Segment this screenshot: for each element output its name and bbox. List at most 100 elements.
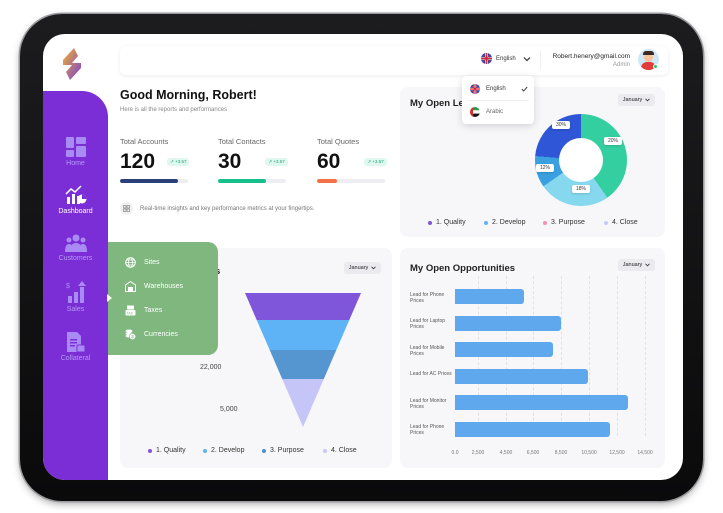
checkmark-icon [521,86,528,92]
svg-text:TAX: TAX [127,312,134,316]
x-tick: 14,500 [637,450,653,456]
sidebar-item-dashboard[interactable]: Dashboard [43,185,108,215]
language-selector[interactable]: English [481,53,531,64]
language-label: English [496,55,516,62]
change-badge: ↗ +3.57 [265,158,288,166]
language-option-english[interactable]: English [470,84,528,94]
submenu-item-warehouses[interactable]: Warehouses [125,281,183,292]
bar[interactable] [455,369,588,384]
bar-label: Lead for Phone Prices [410,292,445,304]
funnel-chart [245,293,361,427]
chevron-down-icon [523,56,531,61]
sidebar-item-label: Collateral [60,355,91,362]
stat-label: Total Accounts [120,137,169,146]
gridline [589,276,590,436]
pointer-arrow-icon [107,294,112,302]
insight-text: Real-time insights and key performance m… [140,205,315,212]
tax-icon: TAX [125,305,136,316]
legend-item: 3. Purpose [543,219,585,226]
page-subtitle: Here is all the reports and performances [120,107,228,113]
change-badge: ↗ +3.57 [167,158,190,166]
flyout-submenu: Sites Warehouses TAX Taxes $ Currencies [107,242,218,355]
user-info[interactable]: Robert.henery@gmail.com Admin [553,53,630,68]
sidebar-item-sales[interactable]: $ Sales [43,281,108,313]
legend-item: 1. Quality [148,447,186,454]
globe-icon [125,257,136,268]
uk-flag-icon [470,84,480,94]
progress-bar [120,179,188,183]
progress-bar [317,179,385,183]
menu-divider [467,100,529,101]
slice-label: 18% [572,185,591,193]
online-status-dot [653,64,658,69]
submenu-item-sites[interactable]: Sites [125,257,160,268]
x-tick: 10,500 [581,450,597,456]
legend-item: 4. Close [323,447,357,454]
bar[interactable] [455,342,553,357]
stat-label: Total Contacts [218,137,266,146]
month-dropdown[interactable]: January [618,259,655,271]
dashboard-chart-icon [64,185,86,204]
sidebar-item-label: Customers [58,255,93,262]
x-tick: 12,500 [609,450,625,456]
sidebar-item-label: Home [66,160,85,167]
sidebar-item-home[interactable]: Home [43,137,108,167]
page-title: Good Morning, Robert! [120,88,257,102]
submenu-item-taxes[interactable]: TAX Taxes [125,305,163,316]
bar[interactable] [455,289,524,304]
bar-label: Lead for AC Prices [410,371,452,377]
chevron-down-icon [645,263,651,267]
stat-label: Total Quotes [317,137,360,146]
x-tick: 0.0 [451,450,459,456]
svg-text:$: $ [66,283,70,290]
top-header: English Robert.henery@gmail.com Admin [120,46,668,75]
app-logo-icon [63,48,81,80]
bar-label: Lead for Monitor Prices [410,398,447,410]
month-dropdown[interactable]: January [618,94,655,106]
sidebar-item-customers[interactable]: Customers [43,234,108,262]
stat-value: 30 [218,150,242,173]
language-dropdown-menu: English Arabic [462,76,534,124]
insight-row: Real-time insights and key performance m… [120,202,314,215]
slice-label: 12% [536,164,555,172]
x-tick: 6,500 [526,450,540,456]
sidebar-item-label: Sales [66,306,85,313]
slice-label: 30% [552,121,571,129]
gridline [561,276,562,436]
chevron-down-icon [645,98,651,102]
change-badge: ↗ +3.57 [364,158,387,166]
legend-item: 1. Quality [428,219,466,226]
open-leads-card: My Open Leads January 30% 20% 12% 18% 1.… [400,87,665,237]
funnel-value-label: 22,000 [200,364,222,371]
chevron-down-icon [371,266,377,270]
stat-value: 60 [317,150,341,173]
uae-flag-icon [470,107,480,117]
legend-item: 4. Close [604,219,638,226]
sidebar-item-collateral[interactable]: Collateral [43,332,108,362]
card-title: My Open Leads [410,98,481,109]
bar[interactable] [455,316,561,331]
card-title: My Open Opportunities [410,263,516,274]
warehouse-icon [125,281,136,292]
language-option-arabic[interactable]: Arabic [470,107,503,117]
bar[interactable] [455,422,610,437]
x-tick: 8,500 [554,450,568,456]
submenu-item-currencies[interactable]: $ Currencies [125,329,178,340]
collateral-icon [66,332,85,352]
svg-text:$: $ [131,334,134,339]
gridline [645,276,646,436]
x-tick: 2,500 [471,450,485,456]
uk-flag-icon [481,53,492,64]
grid-icon [120,202,133,215]
month-dropdown[interactable]: January [344,262,381,274]
home-grid-icon [65,137,86,157]
legend-item: 2. Develop [484,219,525,226]
tablet-screen: Home Dashboard Customers $ Sales Collate… [43,34,683,480]
legend-item: 3. Purpose [262,447,304,454]
coins-icon: $ [125,329,136,340]
stat-total-contacts: Total Contacts 30 ↗ +3.57 [218,137,288,183]
user-role: Admin [612,62,630,68]
bar-label: Lead for Mobile Prices [410,345,445,357]
bar[interactable] [455,395,629,410]
opportunities-card: My Open Opportunities January Lead for P… [400,248,665,468]
